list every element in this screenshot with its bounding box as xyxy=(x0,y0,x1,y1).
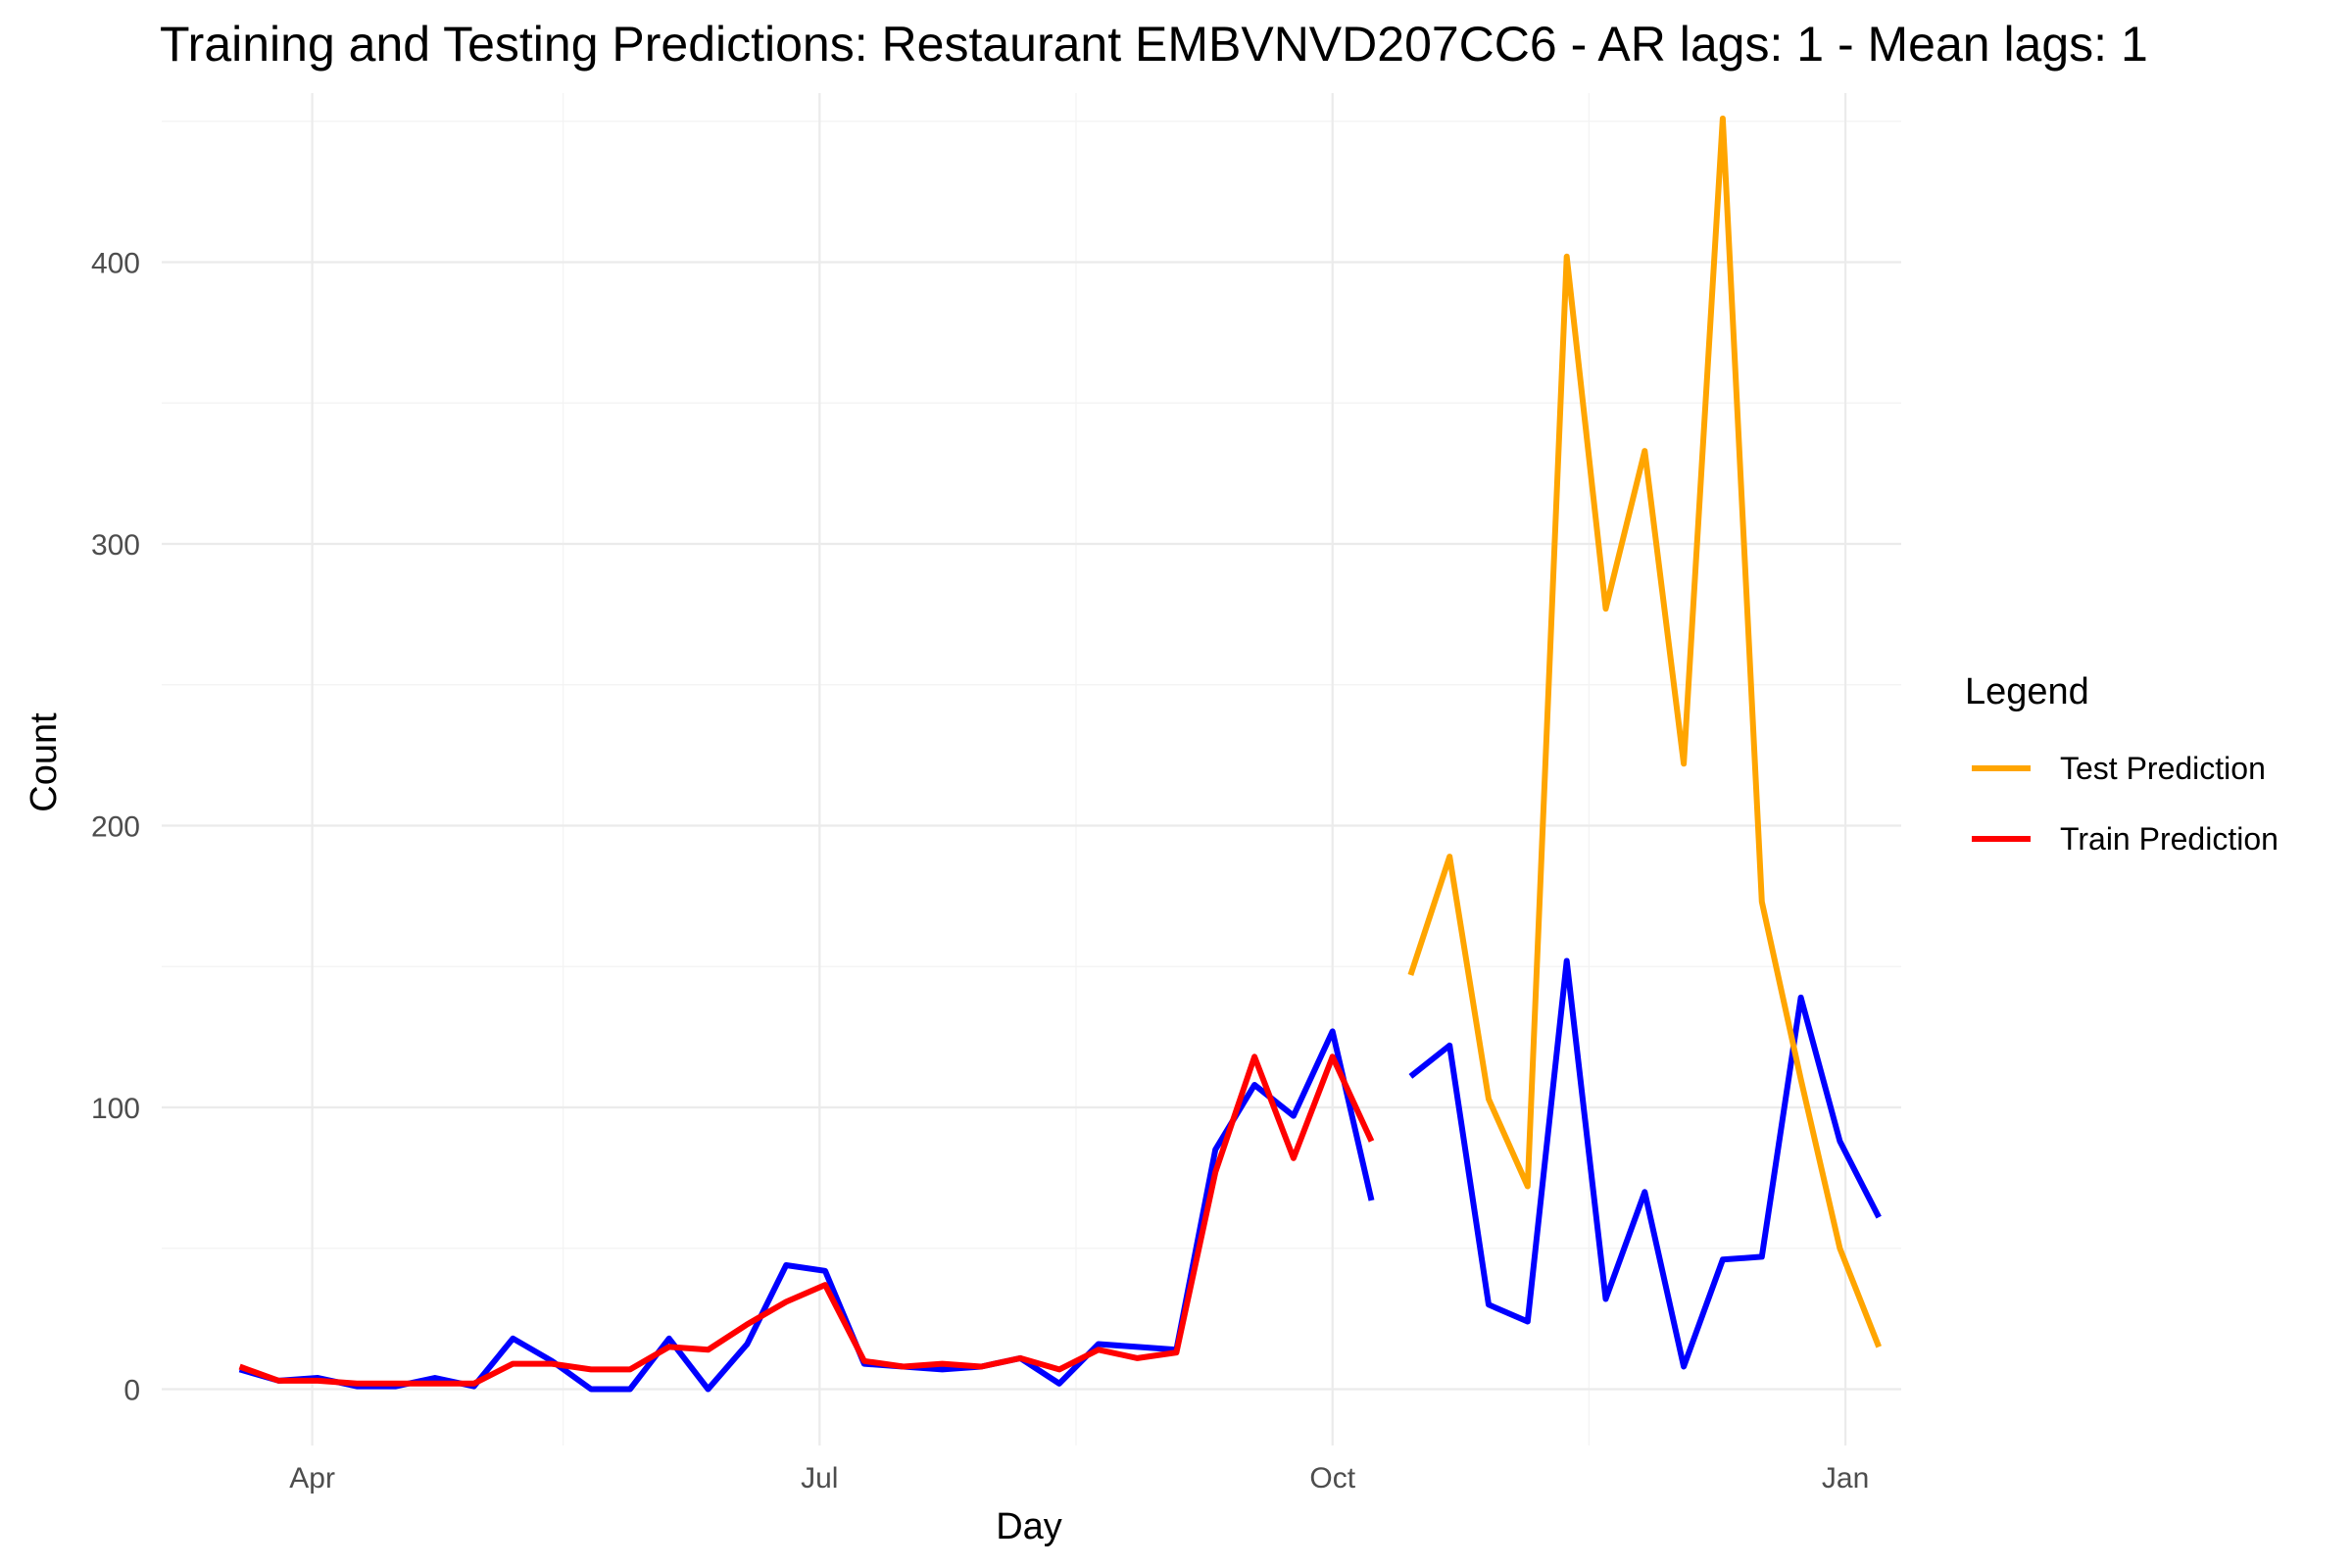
x-tick-label: Jul xyxy=(801,1462,838,1494)
plot-area xyxy=(238,115,1882,1393)
legend-title: Legend xyxy=(1965,671,2089,712)
series-line-actual-0 xyxy=(238,1028,1375,1393)
legend-items: Test Prediction Train Prediction xyxy=(1972,751,2278,857)
x-tick-label: Oct xyxy=(1309,1462,1355,1494)
series-line-test-prediction xyxy=(1407,115,1882,1348)
y-axis-ticks: 0 100 200 300 400 xyxy=(91,248,140,1407)
y-tick-label: 100 xyxy=(91,1093,140,1125)
series-line-train-prediction xyxy=(238,1054,1375,1387)
grid xyxy=(162,93,1901,1446)
x-tick-label: Jan xyxy=(1822,1462,1869,1494)
series-line-actual-1 xyxy=(1408,957,1882,1370)
legend-label-train-prediction: Train Prediction xyxy=(2060,821,2278,857)
y-tick-label: 400 xyxy=(91,248,140,280)
y-tick-label: 200 xyxy=(91,811,140,844)
x-axis-title: Day xyxy=(996,1506,1062,1547)
x-tick-label: Apr xyxy=(289,1462,335,1494)
y-tick-label: 300 xyxy=(91,529,140,562)
chart-title: Training and Testing Predictions: Restau… xyxy=(160,17,2148,72)
x-axis-ticks: Apr Jul Oct Jan xyxy=(289,1462,1869,1494)
y-axis-title: Count xyxy=(24,712,65,812)
legend-label-test-prediction: Test Prediction xyxy=(2060,751,2266,786)
legend: Legend Test Prediction Train Prediction xyxy=(1965,671,2278,857)
y-tick-label: 0 xyxy=(123,1375,140,1407)
